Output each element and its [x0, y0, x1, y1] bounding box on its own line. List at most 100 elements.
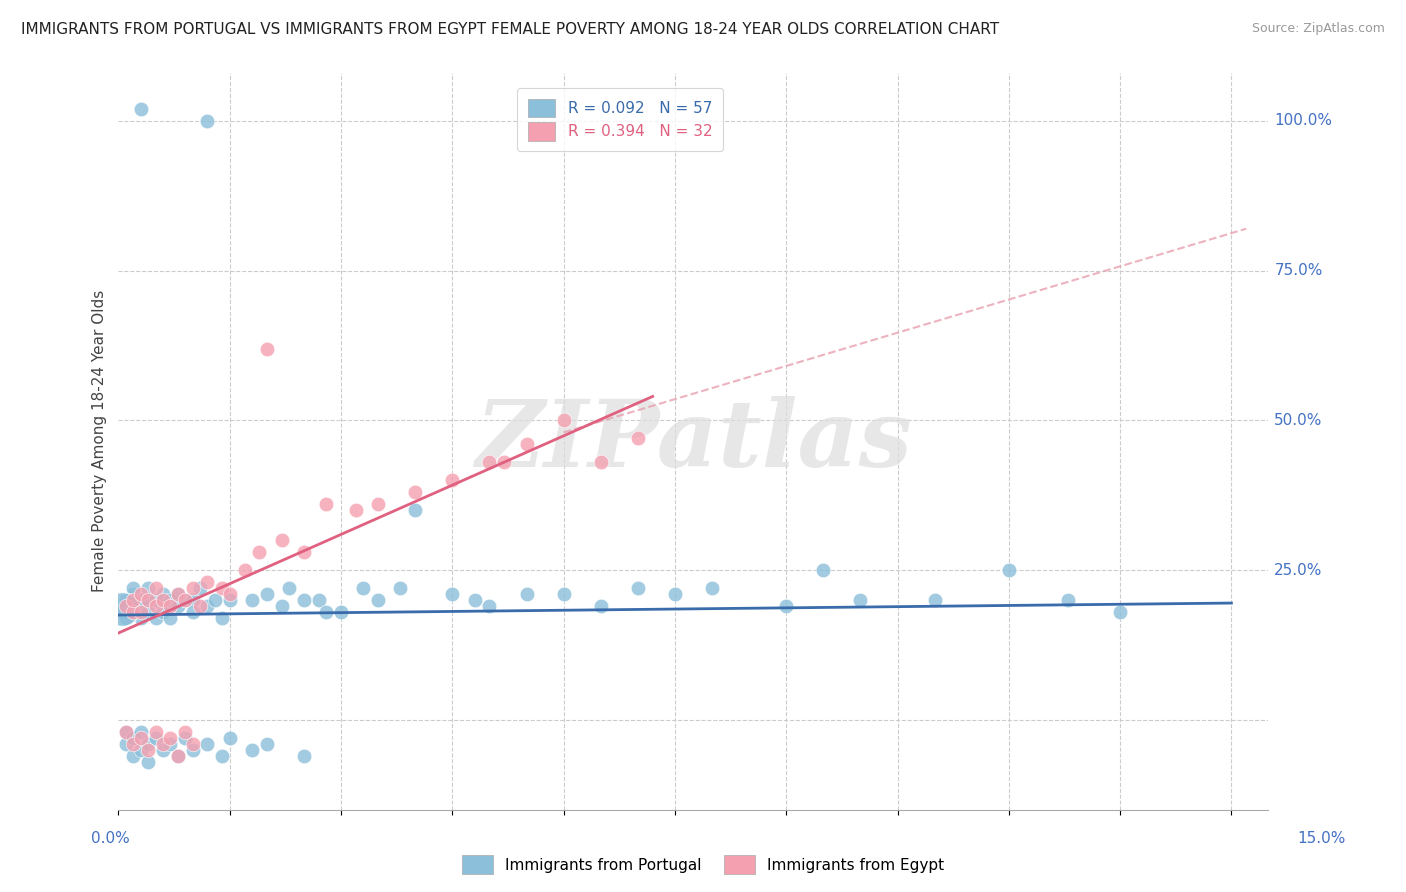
Text: 15.0%: 15.0% — [1298, 831, 1346, 846]
Point — [218, 731, 240, 745]
Point — [1057, 593, 1080, 607]
Point — [136, 593, 159, 607]
Point — [122, 748, 145, 763]
Point — [204, 593, 226, 607]
Text: 100.0%: 100.0% — [1274, 113, 1333, 128]
Point — [145, 611, 167, 625]
Point — [152, 593, 174, 607]
Point — [256, 342, 278, 356]
Point — [256, 587, 278, 601]
Point — [145, 593, 167, 607]
Legend: R = 0.092   N = 57, R = 0.394   N = 32: R = 0.092 N = 57, R = 0.394 N = 32 — [517, 88, 723, 152]
Point — [553, 413, 575, 427]
Point — [145, 599, 167, 613]
Point — [256, 737, 278, 751]
Point — [129, 593, 152, 607]
Point — [129, 731, 152, 745]
Point — [197, 737, 219, 751]
Point — [174, 593, 197, 607]
Point — [494, 455, 516, 469]
Point — [700, 581, 723, 595]
Point — [129, 587, 152, 601]
Point — [122, 587, 145, 601]
Point — [478, 455, 501, 469]
Point — [122, 581, 145, 595]
Point — [122, 593, 145, 607]
Point — [924, 593, 946, 607]
Point — [136, 737, 159, 751]
Point — [404, 485, 426, 500]
Point — [159, 731, 181, 745]
Point — [627, 581, 650, 595]
Point — [315, 605, 337, 619]
Point — [174, 593, 197, 607]
Point — [152, 737, 174, 751]
Text: IMMIGRANTS FROM PORTUGAL VS IMMIGRANTS FROM EGYPT FEMALE POVERTY AMONG 18-24 YEA: IMMIGRANTS FROM PORTUGAL VS IMMIGRANTS F… — [21, 22, 1000, 37]
Point — [1109, 605, 1132, 619]
Point — [849, 593, 872, 607]
Point — [270, 533, 292, 548]
Point — [553, 587, 575, 601]
Point — [129, 605, 152, 619]
Point — [159, 611, 181, 625]
Point — [211, 581, 233, 595]
Point — [129, 102, 152, 116]
Point — [197, 575, 219, 590]
Point — [136, 593, 159, 607]
Point — [122, 731, 145, 745]
Text: 50.0%: 50.0% — [1274, 413, 1323, 428]
Point — [344, 503, 367, 517]
Point — [145, 581, 167, 595]
Point — [292, 545, 315, 559]
Point — [115, 599, 138, 613]
Point — [174, 724, 197, 739]
Point — [589, 455, 612, 469]
Point — [166, 599, 188, 613]
Point — [152, 587, 174, 601]
Point — [159, 737, 181, 751]
Point — [775, 599, 797, 613]
Point — [129, 724, 152, 739]
Point — [352, 581, 374, 595]
Point — [197, 599, 219, 613]
Point — [115, 724, 138, 739]
Point — [813, 563, 835, 577]
Point — [240, 743, 263, 757]
Point — [249, 545, 271, 559]
Point — [122, 737, 145, 751]
Point — [441, 473, 464, 487]
Point — [998, 563, 1021, 577]
Point — [308, 593, 330, 607]
Point — [166, 748, 188, 763]
Point — [315, 497, 337, 511]
Point — [515, 587, 537, 601]
Point — [115, 611, 138, 625]
Point — [478, 599, 501, 613]
Point — [292, 593, 315, 607]
Point — [115, 724, 138, 739]
Legend: Immigrants from Portugal, Immigrants from Egypt: Immigrants from Portugal, Immigrants fro… — [456, 849, 950, 880]
Point — [181, 581, 204, 595]
Point — [136, 605, 159, 619]
Point — [159, 593, 181, 607]
Point — [330, 605, 353, 619]
Y-axis label: Female Poverty Among 18-24 Year Olds: Female Poverty Among 18-24 Year Olds — [93, 290, 107, 592]
Point — [152, 605, 174, 619]
Point — [166, 748, 188, 763]
Point — [211, 748, 233, 763]
Point — [145, 724, 167, 739]
Point — [515, 437, 537, 451]
Point — [181, 743, 204, 757]
Point — [129, 611, 152, 625]
Point — [136, 755, 159, 769]
Point — [240, 593, 263, 607]
Point — [589, 599, 612, 613]
Text: 25.0%: 25.0% — [1274, 563, 1323, 578]
Text: 75.0%: 75.0% — [1274, 263, 1323, 278]
Point — [218, 587, 240, 601]
Point — [181, 605, 204, 619]
Point — [129, 599, 152, 613]
Point — [166, 587, 188, 601]
Point — [404, 503, 426, 517]
Point — [145, 731, 167, 745]
